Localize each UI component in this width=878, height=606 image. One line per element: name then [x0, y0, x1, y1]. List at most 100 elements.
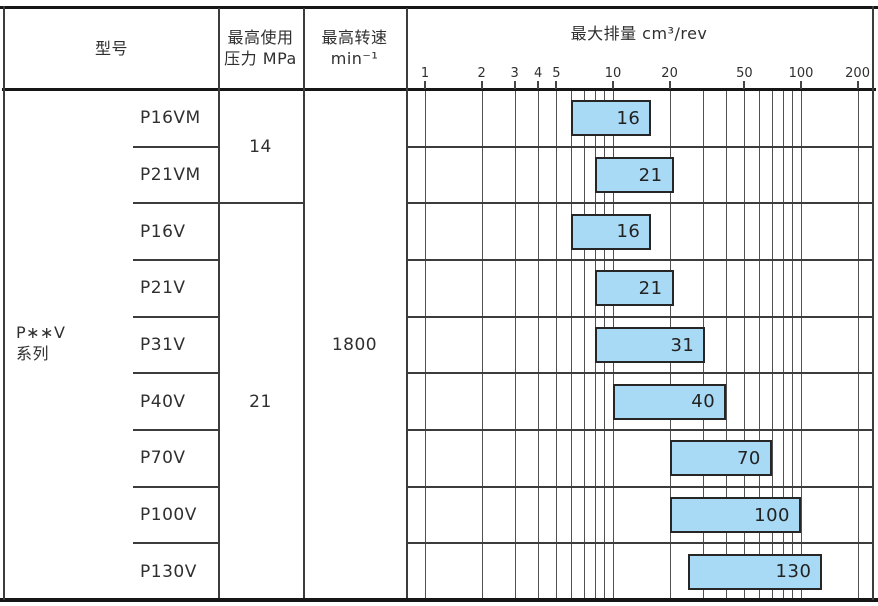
table-bottom-border [0, 598, 878, 602]
row-separator-chart [406, 542, 872, 545]
axis-tick [537, 81, 540, 89]
row-separator-chart [406, 315, 872, 318]
chart-gridline [583, 91, 585, 598]
row-separator-chart [406, 429, 872, 431]
displacement-bar: 31 [594, 327, 706, 363]
displacement-bar: 70 [669, 440, 772, 477]
series-label: P∗∗V 系列 [16, 322, 65, 364]
axis-tick [668, 81, 671, 89]
chart-gridline [744, 91, 746, 598]
table-top-border [0, 6, 878, 9]
model-cell: P16VM [140, 108, 201, 129]
bar-value-label: 16 [616, 107, 641, 129]
row-separator-model [133, 372, 218, 375]
axis-tick-label: 5 [552, 66, 561, 81]
displacement-bar: 16 [571, 213, 652, 250]
displacement-bar: 100 [669, 497, 801, 533]
bar-value-label: 40 [691, 391, 716, 413]
chart-gridline [857, 91, 859, 598]
table-right-border [872, 6, 874, 600]
bar-value-label: 130 [775, 561, 812, 583]
header-pressure-cell: 最高使用 压力 MPa [218, 8, 303, 88]
axis-tick-label: 20 [661, 66, 678, 81]
row-separator-model [133, 202, 218, 205]
axis-tick-label: 50 [736, 66, 753, 81]
header-model-label: 型号 [94, 38, 128, 58]
model-cell: P16V [140, 221, 186, 242]
chart-gridline [759, 91, 761, 598]
axis-tick-label: 100 [788, 66, 814, 81]
axis-tick [480, 81, 483, 89]
bar-value-label: 31 [670, 334, 695, 356]
row-separator-pressure [218, 202, 303, 205]
bar-value-label: 21 [638, 164, 663, 186]
axis-tick-label: 4 [534, 66, 543, 81]
chart-gridline [538, 91, 540, 598]
displacement-bar: 21 [594, 270, 674, 307]
bar-value-label: 100 [754, 504, 790, 526]
axis-tick-label: 2 [477, 66, 486, 81]
axis-tick-label: 3 [510, 66, 519, 81]
displacement-bar: 21 [594, 157, 674, 193]
row-separator-chart [406, 372, 872, 375]
row-separator-chart [406, 259, 872, 261]
axis-tick [856, 81, 859, 89]
model-cell: P21V [140, 278, 186, 299]
series-label-line1: P∗∗V [16, 323, 66, 342]
table-left-border [3, 6, 5, 600]
row-separator-model [133, 429, 218, 431]
header-pressure-line2: 压力 MPa [224, 49, 297, 68]
axis-tick [424, 81, 426, 89]
row-separator-model [133, 259, 218, 261]
chart-gridline [514, 91, 516, 598]
chart-gridline [771, 91, 773, 598]
chart-gridline [801, 91, 802, 598]
chart-gridline [782, 91, 784, 598]
column-divider-pressure-speed [303, 8, 305, 598]
chart-gridline [425, 91, 426, 598]
header-model-cell: 型号 [5, 8, 218, 88]
chart-gridline [571, 91, 573, 598]
model-cell: P130V [140, 561, 197, 582]
displacement-bar: 40 [613, 383, 727, 420]
chart-title: 最大排量 cm³/rev [570, 24, 708, 43]
chart-gridline [556, 91, 558, 598]
model-cell: P100V [140, 504, 197, 525]
row-separator-model [133, 485, 218, 488]
pressure-cell: 14 [249, 136, 272, 157]
bar-value-label: 70 [736, 447, 761, 469]
pressure-cell: 21 [249, 391, 272, 412]
model-cell: P70V [140, 448, 186, 469]
series-label-line2: 系列 [16, 344, 50, 363]
axis-tick [555, 81, 558, 89]
axis-tick [513, 81, 516, 89]
bar-value-label: 16 [616, 221, 641, 243]
header-bottom-rule [2, 88, 876, 91]
row-separator-chart [406, 202, 872, 205]
axis-tick-label: 1 [420, 66, 430, 81]
column-divider-model-pressure [218, 8, 220, 598]
model-cell: P40V [140, 391, 186, 412]
axis-tick [612, 81, 614, 89]
displacement-bar: 16 [571, 100, 652, 137]
header-speed-line1: 最高转速 [321, 28, 388, 47]
chart-gridline [792, 91, 794, 598]
header-speed-line2: min⁻¹ [330, 49, 379, 68]
row-separator-model [133, 542, 218, 545]
row-separator-chart [406, 145, 872, 148]
header-pressure-line1: 最高使用 [227, 28, 294, 47]
row-separator-model [133, 315, 218, 318]
row-separator-chart [406, 485, 872, 488]
header-speed-cell: 最高转速 min⁻¹ [303, 8, 406, 88]
displacement-bar: 130 [687, 553, 823, 590]
column-divider-speed-chart [406, 8, 408, 598]
model-cell: P21VM [140, 164, 201, 185]
chart-gridline [726, 91, 728, 598]
model-cell: P31V [140, 334, 186, 355]
row-separator-model [133, 145, 218, 148]
axis-tick-label: 200 [845, 66, 870, 81]
speed-cell: 1800 [331, 335, 378, 355]
bar-value-label: 21 [638, 277, 663, 299]
chart-gridline [481, 91, 483, 598]
